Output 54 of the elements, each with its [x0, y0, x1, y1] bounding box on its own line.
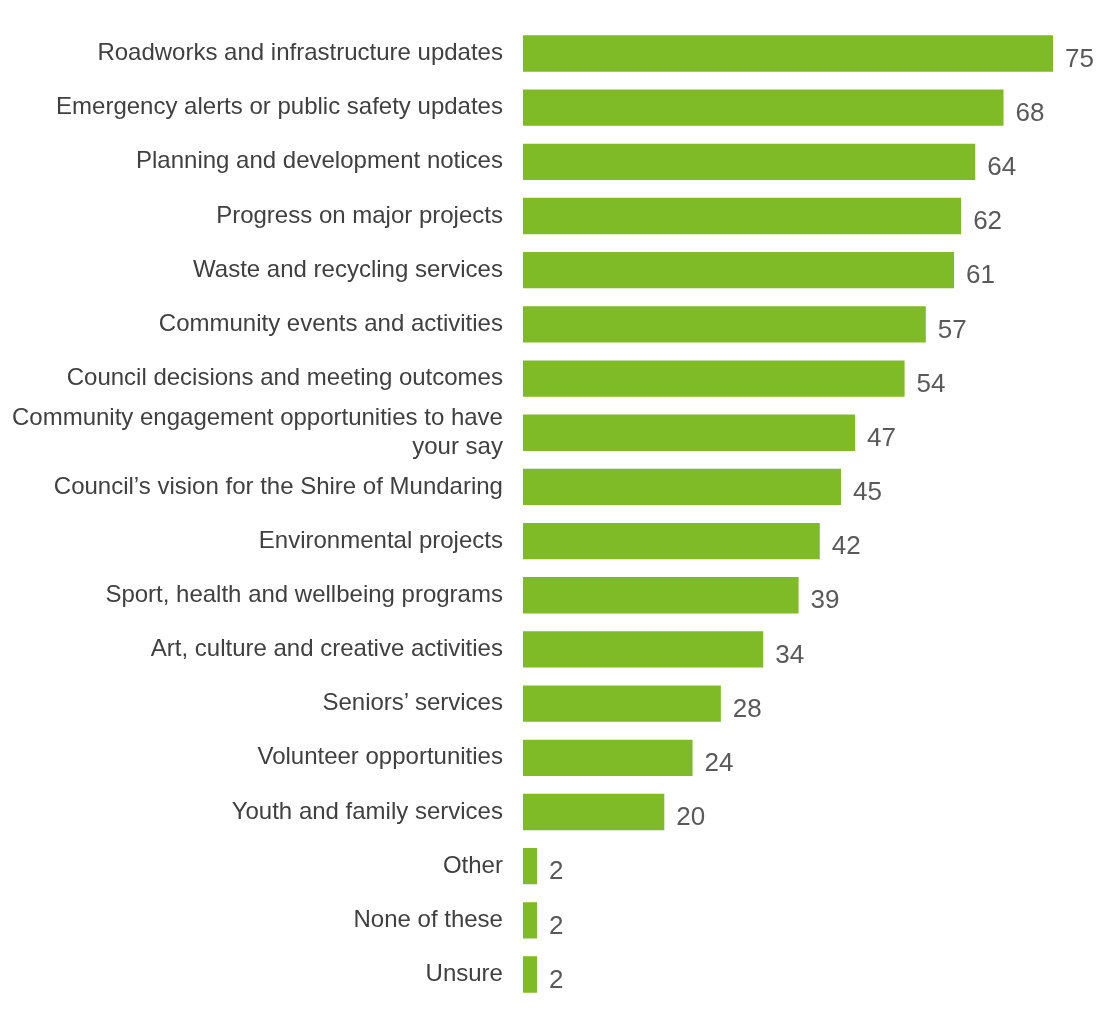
- data-label: 61: [966, 259, 995, 290]
- y-tick-label: Sport, health and wellbeing programs: [105, 579, 503, 607]
- y-tick-label: Progress on major projects: [216, 200, 503, 228]
- bar: [522, 360, 905, 397]
- data-label: 75: [1065, 42, 1094, 73]
- bar: [522, 197, 962, 235]
- data-label: 34: [775, 638, 805, 669]
- y-tick-label: Roadworks and infrastructure updates: [97, 38, 503, 66]
- bar: [522, 685, 721, 722]
- y-tick-label: Emergency alerts or public safety updates: [56, 92, 503, 120]
- bar: [522, 793, 665, 831]
- y-tick-label: Volunteer opportunities: [257, 742, 503, 770]
- data-label: 2: [549, 963, 564, 994]
- data-label: 24: [704, 746, 734, 777]
- data-label: 2: [549, 855, 564, 886]
- data-label: 62: [973, 205, 1003, 236]
- y-tick-label: Planning and development notices: [136, 146, 503, 174]
- bar: [522, 522, 820, 560]
- bar: [522, 468, 841, 506]
- y-tick-label: Other: [442, 850, 503, 878]
- y-tick-label: Council’s vision for the Shire of Mundaring: [53, 471, 503, 499]
- y-tick-label: Waste and recycling services: [193, 254, 503, 282]
- bar: [522, 306, 926, 343]
- bar: [522, 956, 538, 993]
- y-tick-label: None of these: [353, 904, 503, 932]
- bar: [522, 414, 856, 451]
- bar: [522, 89, 1004, 126]
- data-label: 64: [987, 151, 1017, 182]
- data-label: 28: [732, 692, 762, 723]
- y-tick-label: Art, culture and creative activities: [150, 634, 503, 662]
- y-tick-label: Community events and activities: [158, 309, 503, 336]
- bar: [522, 252, 955, 289]
- bar: [522, 848, 538, 885]
- data-label: 20: [676, 801, 706, 832]
- bar: [522, 739, 693, 776]
- bar: [522, 143, 976, 180]
- bar: [522, 631, 764, 668]
- bar: [522, 902, 538, 939]
- data-label: 68: [1015, 96, 1045, 127]
- y-tick-label: Council decisions and meeting outcomes: [66, 363, 503, 391]
- data-label: 47: [867, 421, 897, 452]
- data-label: 57: [937, 313, 967, 344]
- y-tick-label: Environmental projects: [258, 525, 503, 553]
- data-label: 54: [916, 367, 946, 398]
- data-label: 39: [810, 584, 840, 615]
- y-tick-label: Unsure: [425, 959, 503, 987]
- data-label: 2: [549, 909, 564, 940]
- y-tick-label: Youth and family services: [231, 796, 503, 824]
- bar: [522, 35, 1053, 72]
- data-label: 45: [852, 476, 882, 507]
- bar: [522, 577, 799, 614]
- y-tick-label: Seniors’ services: [322, 688, 503, 716]
- data-label: 42: [831, 530, 861, 561]
- y-tick-label: Community engagement opportunities to have your say: [11, 402, 503, 459]
